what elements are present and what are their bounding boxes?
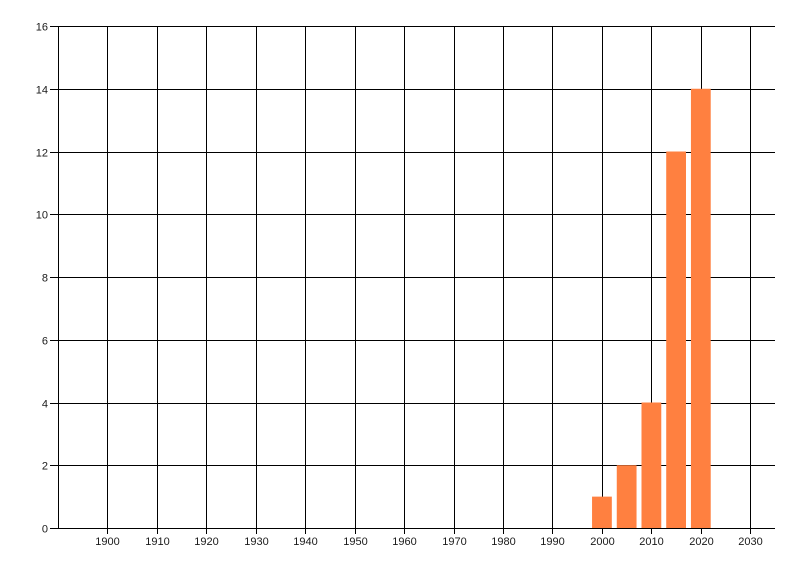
y-tick-label: 12 [36, 148, 48, 160]
y-tick-label: 2 [42, 461, 48, 473]
y-tick-label: 10 [36, 210, 48, 222]
x-tick-label: 1920 [194, 536, 218, 548]
x-tick-label: 1980 [491, 536, 515, 548]
bar-2020 [690, 88, 711, 528]
y-tick-label: 4 [42, 399, 48, 411]
bar-2010 [641, 402, 662, 528]
x-axis-ticks: 1900 1910 1920 1930 1940 1950 1960 1970 1980 1990… [95, 536, 762, 548]
x-tick-label: 1990 [540, 536, 564, 548]
x-tick-label: 1930 [244, 536, 268, 548]
x-tick-label: 2000 [590, 536, 614, 548]
x-tick-label: 2030 [738, 536, 762, 548]
y-tick-label: 14 [36, 85, 48, 97]
y-tick-label: 16 [36, 22, 48, 34]
x-tick-label: 2020 [689, 536, 713, 548]
y-tick-label: 0 [42, 524, 48, 536]
bar-2015 [666, 151, 686, 528]
y-tick-label: 8 [42, 273, 48, 285]
x-tick-label: 1900 [95, 536, 119, 548]
bar-2000 [592, 496, 612, 528]
x-tick-label: 1970 [442, 536, 466, 548]
bar-2005 [616, 465, 637, 528]
x-tick-label: 1910 [145, 536, 169, 548]
x-tick-label: 1960 [392, 536, 416, 548]
x-tick-label: 1950 [343, 536, 367, 548]
y-axis-ticks: 0 2 4 6 8 10 12 14 16 [36, 22, 48, 536]
x-tick-label: 2010 [639, 536, 663, 548]
y-tick-label: 6 [42, 336, 48, 348]
bars [592, 88, 711, 528]
x-tick-label: 1940 [293, 536, 317, 548]
